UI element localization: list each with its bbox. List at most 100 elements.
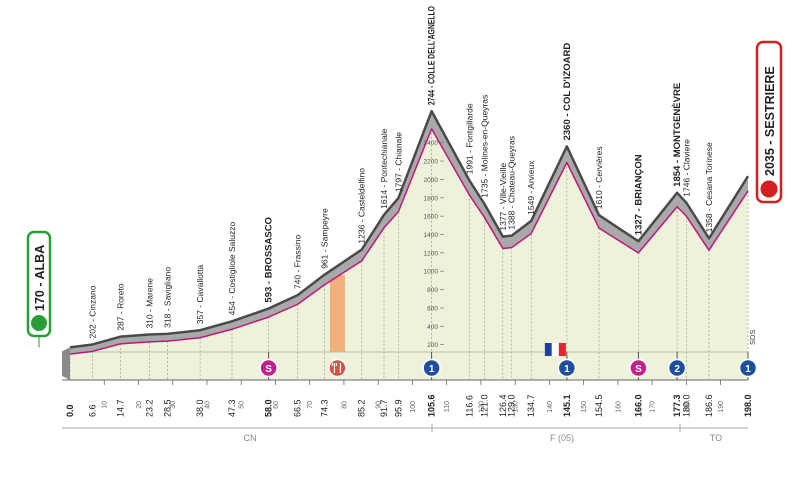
- distance-label: 116.6: [464, 395, 474, 417]
- x-tick-label: 120: [478, 401, 485, 413]
- start-icon: [31, 315, 47, 331]
- distance-label: 14.7: [115, 399, 125, 417]
- marker-label: 1: [745, 364, 751, 375]
- flag-blue: [544, 343, 552, 356]
- y-tick-label: 400: [427, 324, 438, 331]
- marker-label: S: [265, 364, 272, 375]
- distance-label: 6.6: [88, 404, 98, 417]
- x-tick-label: 100: [410, 401, 417, 413]
- waypoint-label: 454 - Costigliole Saluzzo: [227, 222, 237, 316]
- distance-label: 129.0: [507, 394, 517, 417]
- waypoint-label: 310 - Marene: [144, 278, 154, 329]
- x-tick-label: 20: [136, 401, 143, 409]
- x-tick-label: 160: [615, 401, 622, 413]
- profile-pink-line: [69, 128, 749, 355]
- distance-label: 23.2: [144, 399, 154, 417]
- distance-label: 121.0: [479, 394, 489, 417]
- distance-label: 186.6: [704, 394, 714, 417]
- y-tick-label: 200: [427, 342, 438, 349]
- waypoint-label: 1377 - Ville-Vieille: [498, 163, 508, 231]
- y-tick-label: 600: [427, 305, 438, 312]
- border-flag: [544, 342, 566, 357]
- waypoint-label: 1358 - Cesana Torinese: [704, 142, 714, 232]
- marker-label: 2: [674, 364, 680, 375]
- x-tick-label: 30: [170, 401, 177, 409]
- distance-label: 28.5: [163, 399, 173, 417]
- y-tick-label: 1800: [424, 195, 439, 202]
- distance-label: 145.1: [562, 394, 572, 417]
- distance-label: 58.0: [264, 399, 274, 417]
- waypoint-label: 287 - Roreto: [115, 283, 125, 331]
- waypoint-label: 1327 - BRIANÇON: [633, 154, 644, 235]
- region-label: F (05): [550, 433, 574, 443]
- marker-label: 1: [564, 364, 570, 375]
- y-tick-label: 2000: [424, 177, 439, 184]
- x-tick-label: 50: [239, 401, 246, 409]
- distance-label: 95.9: [393, 399, 403, 417]
- x-tick-label: 150: [581, 401, 588, 413]
- finish-box: [755, 40, 783, 204]
- y-tick-label: 800: [427, 287, 438, 294]
- region-label: TO: [710, 433, 722, 443]
- x-tick-label: 170: [650, 401, 657, 413]
- finish-icon: [760, 180, 778, 198]
- y-tick-label: 1400: [424, 232, 439, 239]
- waypoint-label: 1854 - MONTGENÈVRE: [672, 83, 683, 187]
- x-tick-label: 40: [204, 401, 211, 409]
- waypoint-label: 357 - Cavallotta: [195, 264, 205, 324]
- distance-label: 126.4: [498, 394, 508, 417]
- waypoint-label: 1614 - Pontechianale: [379, 128, 389, 209]
- waypoint-label: 202 - Cinzano: [88, 285, 98, 338]
- start-label: 170 - ALBA: [33, 245, 47, 311]
- y-tick-label: 1000: [424, 269, 439, 276]
- waypoint-label: 1991 - Fontgillarde: [464, 103, 474, 174]
- waypoint-label: 1746 - Claviere: [681, 139, 691, 197]
- distance-label: 0.0: [65, 404, 75, 417]
- y-tick-label: 2200: [424, 159, 439, 166]
- profile-ground: [70, 128, 748, 380]
- distance-label: 91.7: [379, 399, 389, 417]
- distance-label: 105.6: [427, 394, 437, 417]
- distance-label: 198.0: [743, 394, 753, 417]
- waypoint-label: 1549 - Arvieux: [526, 160, 536, 215]
- x-tick-label: 80: [341, 401, 348, 409]
- waypoint-label: 1236 - Casteldelfino: [357, 168, 367, 244]
- feed-icon: [331, 363, 342, 373]
- waypoint-label: 593 - BROSSASCO: [264, 217, 275, 303]
- waypoint-label: 1735 - Molines-en-Queyras: [479, 95, 489, 198]
- x-tick-label: 110: [444, 401, 451, 412]
- marker: [422, 358, 441, 378]
- y-tick-label: 1200: [424, 250, 439, 257]
- profile-line: [69, 109, 750, 349]
- x-tick-label: 190: [718, 401, 725, 413]
- flag-white: [551, 342, 560, 357]
- feed-zone: [329, 274, 345, 352]
- distance-label: 134.7: [526, 394, 536, 417]
- finish-label: 2035 - SESTRIERE: [763, 66, 777, 176]
- marker: [629, 358, 648, 378]
- waypoint-label: 318 - Savigliano: [163, 267, 173, 328]
- marker: [259, 358, 278, 378]
- profile-side: [62, 347, 70, 380]
- distance-label: 66.5: [293, 399, 303, 417]
- waypoint-label: 2360 - COL D'IZOARD: [562, 43, 573, 141]
- waypoint-label: 1388 - Chateau-Queyras: [507, 136, 517, 230]
- finish-note: SDS: [748, 330, 757, 345]
- x-tick-label: 10: [102, 401, 109, 409]
- feed-marker: [328, 358, 347, 378]
- x-tick-label: 70: [307, 401, 314, 409]
- x-tick-label: 60: [273, 401, 280, 409]
- distance-label: 74.3: [319, 399, 329, 417]
- distance-label: 38.0: [195, 399, 205, 417]
- y-tick-label: 2400: [424, 140, 439, 147]
- waypoint-label: 740 - Frassino: [293, 234, 303, 289]
- waypoint-label: 961 - Sampeyre: [319, 208, 329, 269]
- marker: [557, 358, 577, 378]
- waypoint-label: 1797 - Chianale: [393, 132, 403, 192]
- distance-label: 154.5: [594, 394, 604, 417]
- x-tick-label: 90: [376, 401, 383, 409]
- marker: [667, 358, 687, 378]
- distance-label: 47.3: [227, 399, 237, 417]
- marker-label: 1: [429, 364, 435, 375]
- waypoint-label: 1610 - Cervières: [594, 146, 604, 209]
